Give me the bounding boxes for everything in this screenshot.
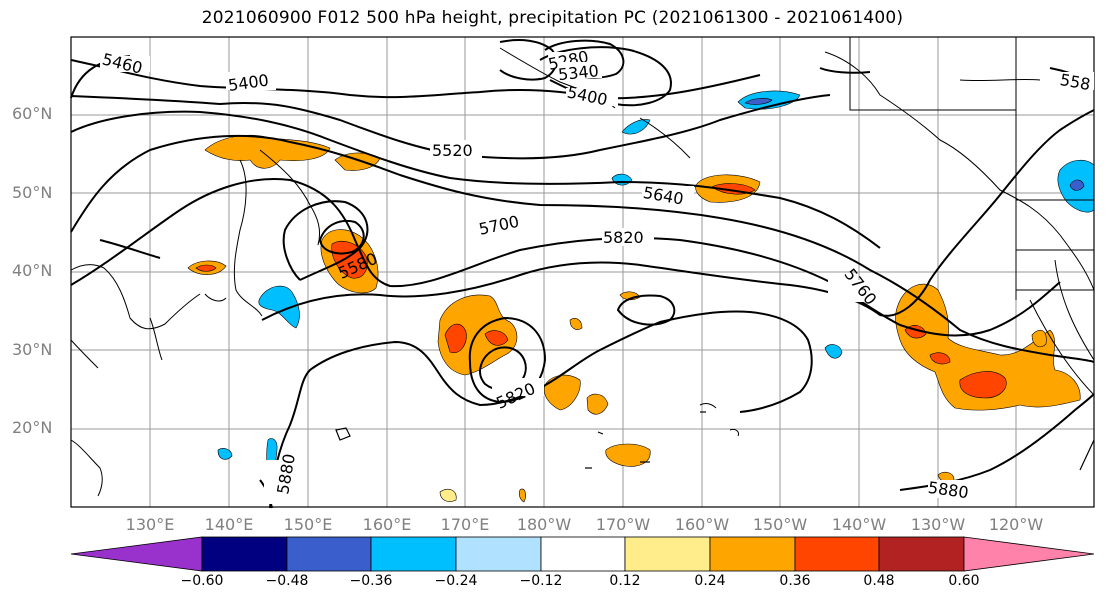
lon-label: 130°E (125, 515, 175, 534)
colorbar (70, 536, 1095, 572)
colorbar-tick-label: −0.36 (349, 573, 393, 589)
contour-label: 5340 (557, 61, 599, 84)
colorbar-tick-label: 0.12 (609, 573, 641, 589)
lon-label: 160°E (362, 515, 412, 534)
colorbar-tick-label: −0.60 (180, 573, 224, 589)
colorbar-tick-label: 0.48 (863, 573, 895, 589)
colorbar-tick-label: 0.24 (694, 573, 726, 589)
contour-label: 558 (1059, 70, 1092, 94)
lon-label: 140°W (831, 515, 887, 534)
contour-label: 5880 (273, 452, 299, 495)
colorbar-tick-label: −0.12 (519, 573, 563, 589)
lat-label: 40°N (12, 261, 53, 280)
contour-label: 5820 (603, 228, 644, 247)
islands (335, 411, 1095, 471)
lon-label: 120°W (988, 515, 1044, 534)
contour-label: 5460 (100, 49, 144, 77)
lon-label: 140°E (204, 515, 254, 534)
lon-label: 170°W (595, 515, 651, 534)
map-title: 2021060900 F012 500 hPa height, precipit… (201, 8, 904, 28)
lon-label: 180°W (516, 515, 572, 534)
colorbar-tick-label: 0.36 (779, 573, 811, 589)
colorbar-tick-label: 0.60 (948, 573, 980, 589)
precip-negative-areas (217, 90, 1095, 483)
colorbar-tick-label: −0.24 (434, 573, 478, 589)
lat-label: 30°N (12, 340, 53, 359)
lon-label: 160°W (674, 515, 730, 534)
coastlines (70, 37, 1095, 497)
lon-label: 130°W (910, 515, 966, 534)
lat-label: 20°N (12, 418, 53, 437)
lon-label: 150°W (752, 515, 808, 534)
lon-label: 170°E (440, 515, 490, 534)
colorbar-tick-label: −0.48 (265, 573, 309, 589)
plot-frame (70, 36, 1095, 508)
lat-label: 50°N (12, 183, 53, 202)
contour-label: 5520 (432, 141, 473, 160)
lon-label: 150°E (283, 515, 333, 534)
lat-label: 60°N (12, 104, 53, 123)
